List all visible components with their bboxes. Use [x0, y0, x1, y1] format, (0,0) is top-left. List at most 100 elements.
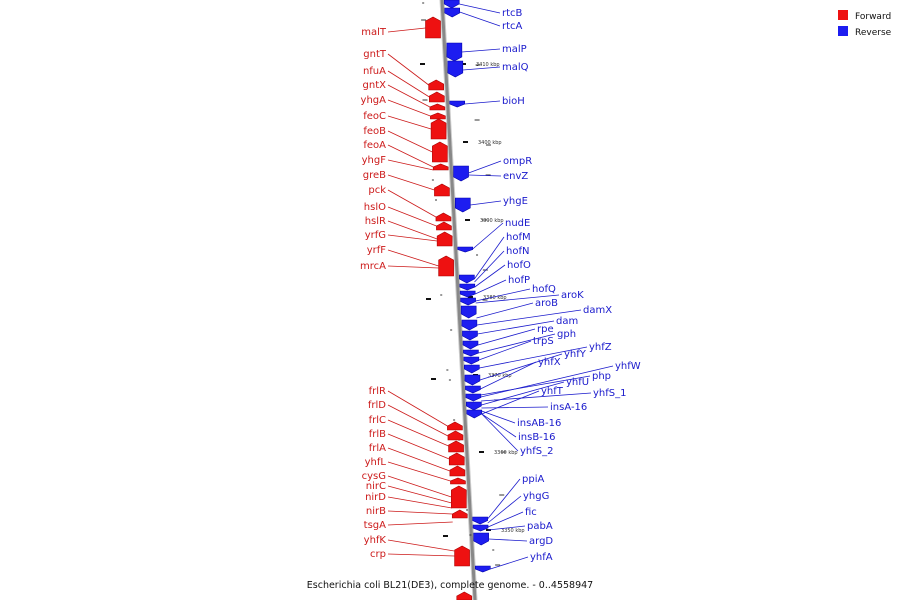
- forward-gene-frlA[interactable]: [449, 465, 466, 477]
- reverse-gene-gph[interactable]: [463, 356, 480, 365]
- leader-line: [387, 159, 434, 171]
- reverse-gene-hofM[interactable]: [459, 274, 475, 284]
- reverse-gene-label: yhfW: [615, 361, 641, 372]
- forward-gene-gntX[interactable]: [429, 103, 446, 111]
- leader-line: [387, 206, 437, 227]
- leader-line: [487, 478, 521, 520]
- forward-gene-hslR[interactable]: [436, 221, 452, 231]
- reverse-gene-malQ[interactable]: [447, 60, 464, 78]
- reverse-gene-dam[interactable]: [462, 340, 479, 350]
- forward-gene-nirB[interactable]: [451, 509, 468, 519]
- reverse-gene-yhgE[interactable]: [454, 197, 471, 213]
- leader-line: [487, 495, 522, 524]
- leader-line: [476, 302, 534, 319]
- reverse-gene-label: yhfY: [564, 349, 587, 360]
- forward-gene-malT[interactable]: [425, 16, 441, 39]
- reverse-gene-label: insA-16: [550, 402, 587, 413]
- forward-gene-nfuA[interactable]: [429, 91, 445, 103]
- forward-gene-frlD[interactable]: [447, 430, 464, 441]
- leader-line: [481, 410, 516, 424]
- leader-line: [387, 84, 431, 108]
- reverse-gene-yhfA[interactable]: [474, 565, 491, 573]
- reverse-gene-aroB[interactable]: [461, 319, 478, 331]
- leader-line: [474, 264, 506, 288]
- forward-gene-yhfL[interactable]: [450, 477, 466, 485]
- reverse-gene-label: ompR: [503, 156, 532, 167]
- leader-line: [478, 333, 556, 354]
- reverse-gene-label: yhfS_1: [593, 388, 627, 399]
- forward-gene-cysG[interactable]: [451, 485, 467, 509]
- forward-gene-frlB[interactable]: [448, 452, 465, 466]
- reverse-gene-label: hofP: [508, 275, 530, 286]
- reverse-gene-fic[interactable]: [472, 524, 489, 532]
- reverse-gene-label: yhgG: [523, 491, 549, 502]
- reverse-gene-aroK[interactable]: [460, 305, 477, 319]
- forward-gene-label: yhfL: [365, 457, 387, 468]
- reverse-gene-yhfX[interactable]: [465, 393, 482, 402]
- forward-gene-crp[interactable]: [454, 545, 470, 567]
- leader-line: [478, 340, 532, 361]
- leader-line: [387, 189, 437, 218]
- reverse-gene-rtcA[interactable]: [444, 7, 460, 18]
- leader-line: [387, 553, 455, 557]
- leader-line: [481, 381, 565, 406]
- reverse-gene-ompR[interactable]: [453, 165, 469, 182]
- reverse-gene-bioH[interactable]: [449, 100, 466, 108]
- reverse-gene-yhfZ[interactable]: [464, 374, 481, 386]
- leader-line: [387, 99, 431, 117]
- reverse-gene-yhfU[interactable]: [466, 409, 483, 419]
- forward-gene-frlR[interactable]: [447, 421, 463, 431]
- forward-gene-label: malT: [361, 27, 387, 38]
- reverse-gene-damX[interactable]: [462, 330, 478, 341]
- reverse-gene-label: aroB: [535, 298, 558, 309]
- reverse-gene-hofO[interactable]: [459, 290, 476, 298]
- forward-gene-label: feoA: [363, 140, 386, 151]
- leader-line: [387, 539, 455, 552]
- forward-gene-label: yrfF: [367, 245, 387, 256]
- leader-line: [481, 392, 592, 402]
- forward-gene-feoC[interactable]: [430, 118, 447, 140]
- leader-line: [480, 375, 591, 396]
- reverse-gene-hofN[interactable]: [459, 283, 476, 291]
- leader-line: [387, 404, 449, 437]
- reverse-gene-label: envZ: [503, 171, 528, 182]
- reverse-gene-label: insAB-16: [517, 418, 561, 429]
- reverse-gene-label: nudE: [505, 218, 530, 229]
- forward-gene-mrcA[interactable]: [438, 255, 454, 277]
- reverse-gene-ppiA[interactable]: [472, 516, 488, 525]
- reverse-gene-label: yhfA: [530, 552, 553, 563]
- reverse-gene-hofP[interactable]: [460, 297, 476, 306]
- reverse-gene-rtcB[interactable]: [443, 0, 460, 9]
- leader-line: [472, 222, 504, 250]
- reverse-gene-nudE[interactable]: [457, 246, 474, 253]
- forward-gene-yrfG[interactable]: [436, 231, 453, 247]
- reverse-gene-yhfY[interactable]: [465, 385, 481, 394]
- forward-gene-hslO[interactable]: [435, 212, 452, 222]
- reverse-gene-malP[interactable]: [446, 42, 463, 62]
- forward-gene-label: tsgA: [364, 520, 386, 531]
- forward-gene-gntT[interactable]: [428, 79, 444, 91]
- leader-line: [476, 309, 582, 326]
- leader-line: [387, 475, 452, 498]
- reverse-gene-trpS[interactable]: [463, 364, 480, 374]
- forward-gene-feoA[interactable]: [432, 163, 449, 171]
- leader-line: [387, 521, 453, 526]
- forward-gene-label: yhgF: [362, 155, 387, 166]
- leader-line: [387, 461, 451, 482]
- reverse-gene-rpe[interactable]: [463, 349, 479, 357]
- reverse-gene-php[interactable]: [466, 401, 482, 411]
- forward-gene-label: mrcA: [360, 261, 386, 272]
- leader-line: [481, 413, 517, 438]
- reverse-gene-pabA[interactable]: [473, 532, 489, 546]
- reverse-gene-label: malP: [502, 44, 527, 55]
- forward-gene-feoB[interactable]: [432, 141, 448, 163]
- forward-gene-yhgF[interactable]: [434, 183, 450, 197]
- forward-gene-yhgA[interactable]: [430, 112, 446, 120]
- reverse-gene-label: malQ: [502, 62, 529, 73]
- forward-gene-tsgA[interactable]: [456, 591, 473, 600]
- leader-line: [387, 419, 449, 447]
- leader-line: [475, 279, 507, 295]
- scale-tick-label: 3360 kbp: [494, 450, 518, 456]
- forward-gene-frlC[interactable]: [448, 440, 464, 453]
